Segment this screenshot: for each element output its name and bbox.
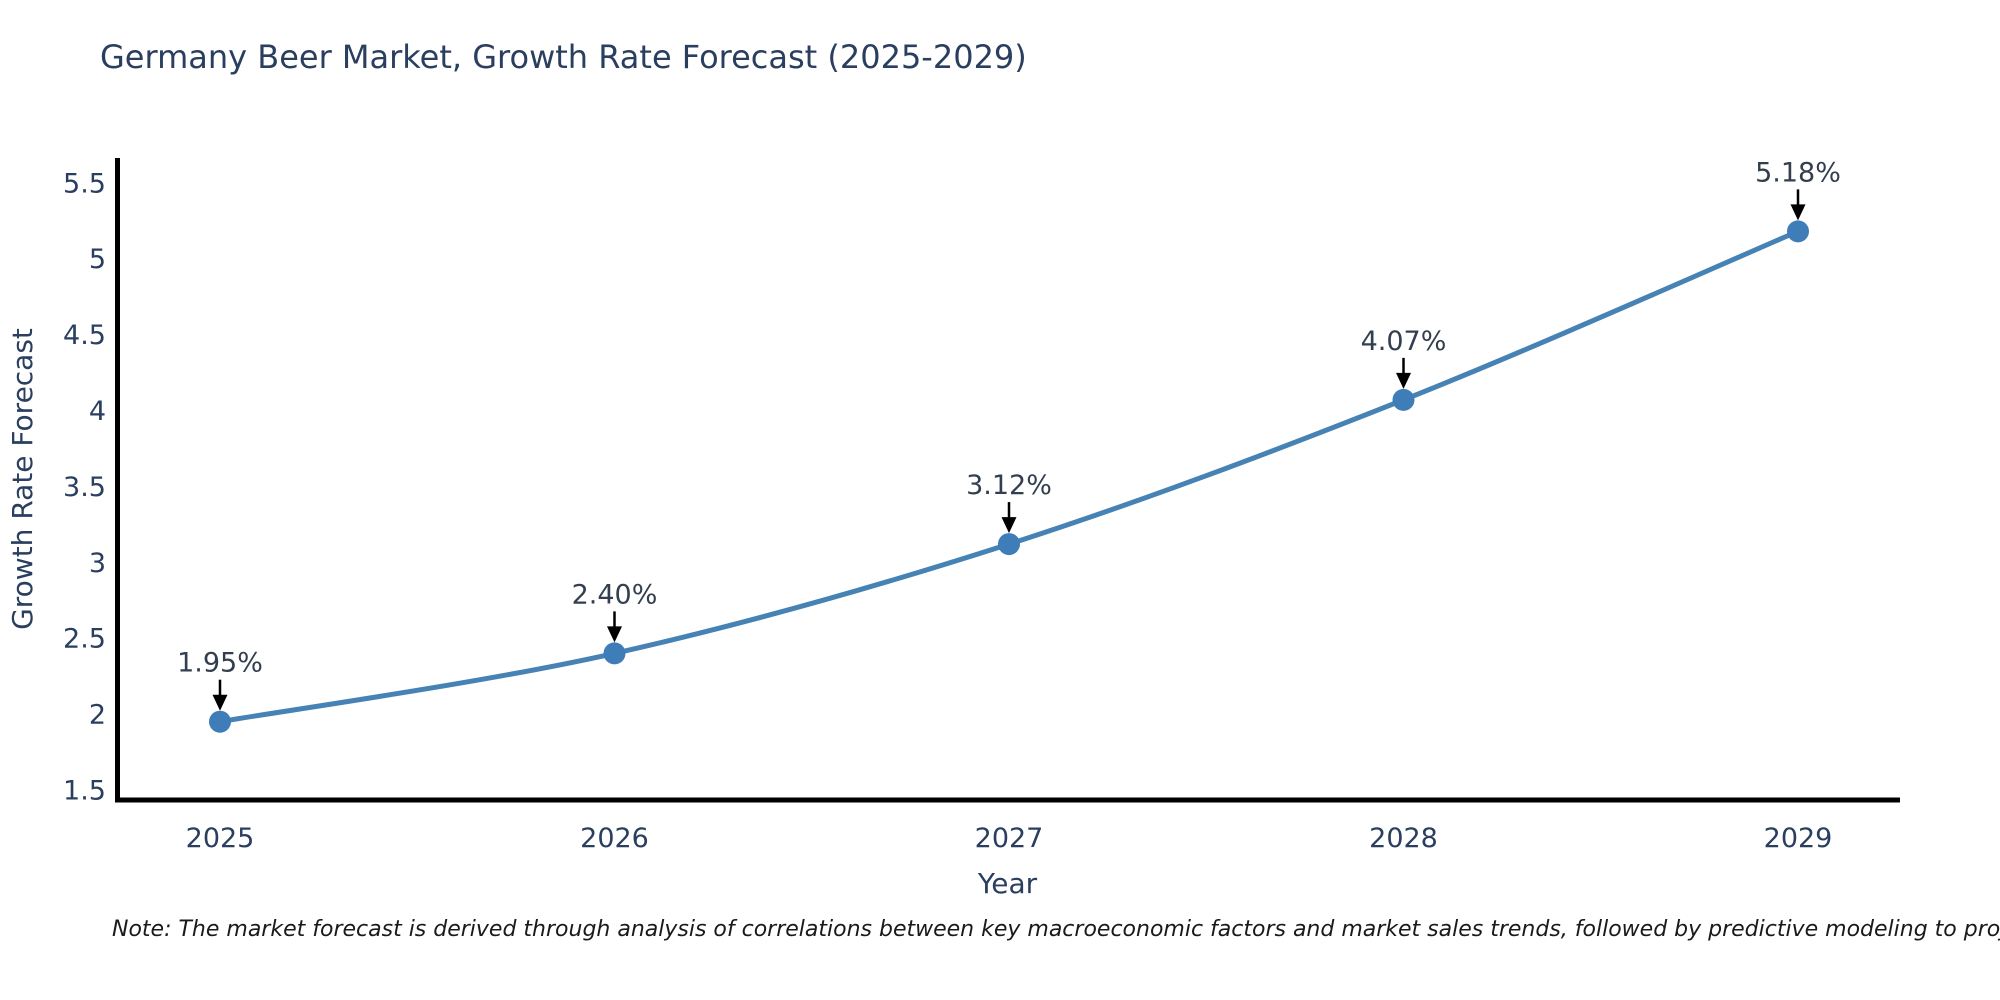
y-tick-label: 4.5: [63, 320, 106, 351]
point-value-label: 3.12%: [966, 470, 1052, 501]
y-tick-label: 5: [89, 244, 106, 275]
x-tick-label: 2029: [1764, 823, 1833, 854]
y-tick-label: 5.5: [63, 168, 106, 199]
data-point: [1392, 388, 1415, 411]
y-tick-label: 2: [89, 700, 106, 731]
x-axis-title: Year: [977, 867, 1038, 900]
point-value-label: 2.40%: [572, 579, 658, 610]
x-tick-label: 2027: [975, 823, 1044, 854]
y-tick-label: 1.5: [63, 776, 106, 807]
annotation-arrow-head: [1396, 372, 1411, 389]
data-point: [209, 710, 231, 733]
y-tick-label: 2.5: [63, 624, 106, 655]
point-value-label: 4.07%: [1361, 326, 1447, 357]
x-tick-label: 2025: [186, 823, 255, 854]
x-tick-label: 2028: [1369, 823, 1438, 854]
point-value-label: 5.18%: [1755, 157, 1841, 188]
y-tick-label: 3: [89, 548, 106, 579]
annotation-arrow-head: [607, 626, 622, 643]
y-axis-title: Growth Rate Forecast: [6, 328, 39, 630]
chart-title: Germany Beer Market, Growth Rate Forecas…: [100, 38, 1027, 76]
data-point: [1787, 220, 1809, 243]
annotation-arrow-head: [1790, 204, 1806, 221]
annotation-arrow-head: [212, 694, 228, 711]
data-point: [603, 642, 626, 665]
data-point: [998, 533, 1020, 556]
annotation-arrow-head: [1001, 517, 1017, 534]
y-tick-label: 4: [89, 396, 106, 427]
footnote: Note: The market forecast is derived thr…: [112, 917, 2000, 942]
x-tick-label: 2026: [580, 823, 649, 854]
y-tick-label: 3.5: [63, 472, 106, 503]
point-value-label: 1.95%: [177, 648, 263, 679]
